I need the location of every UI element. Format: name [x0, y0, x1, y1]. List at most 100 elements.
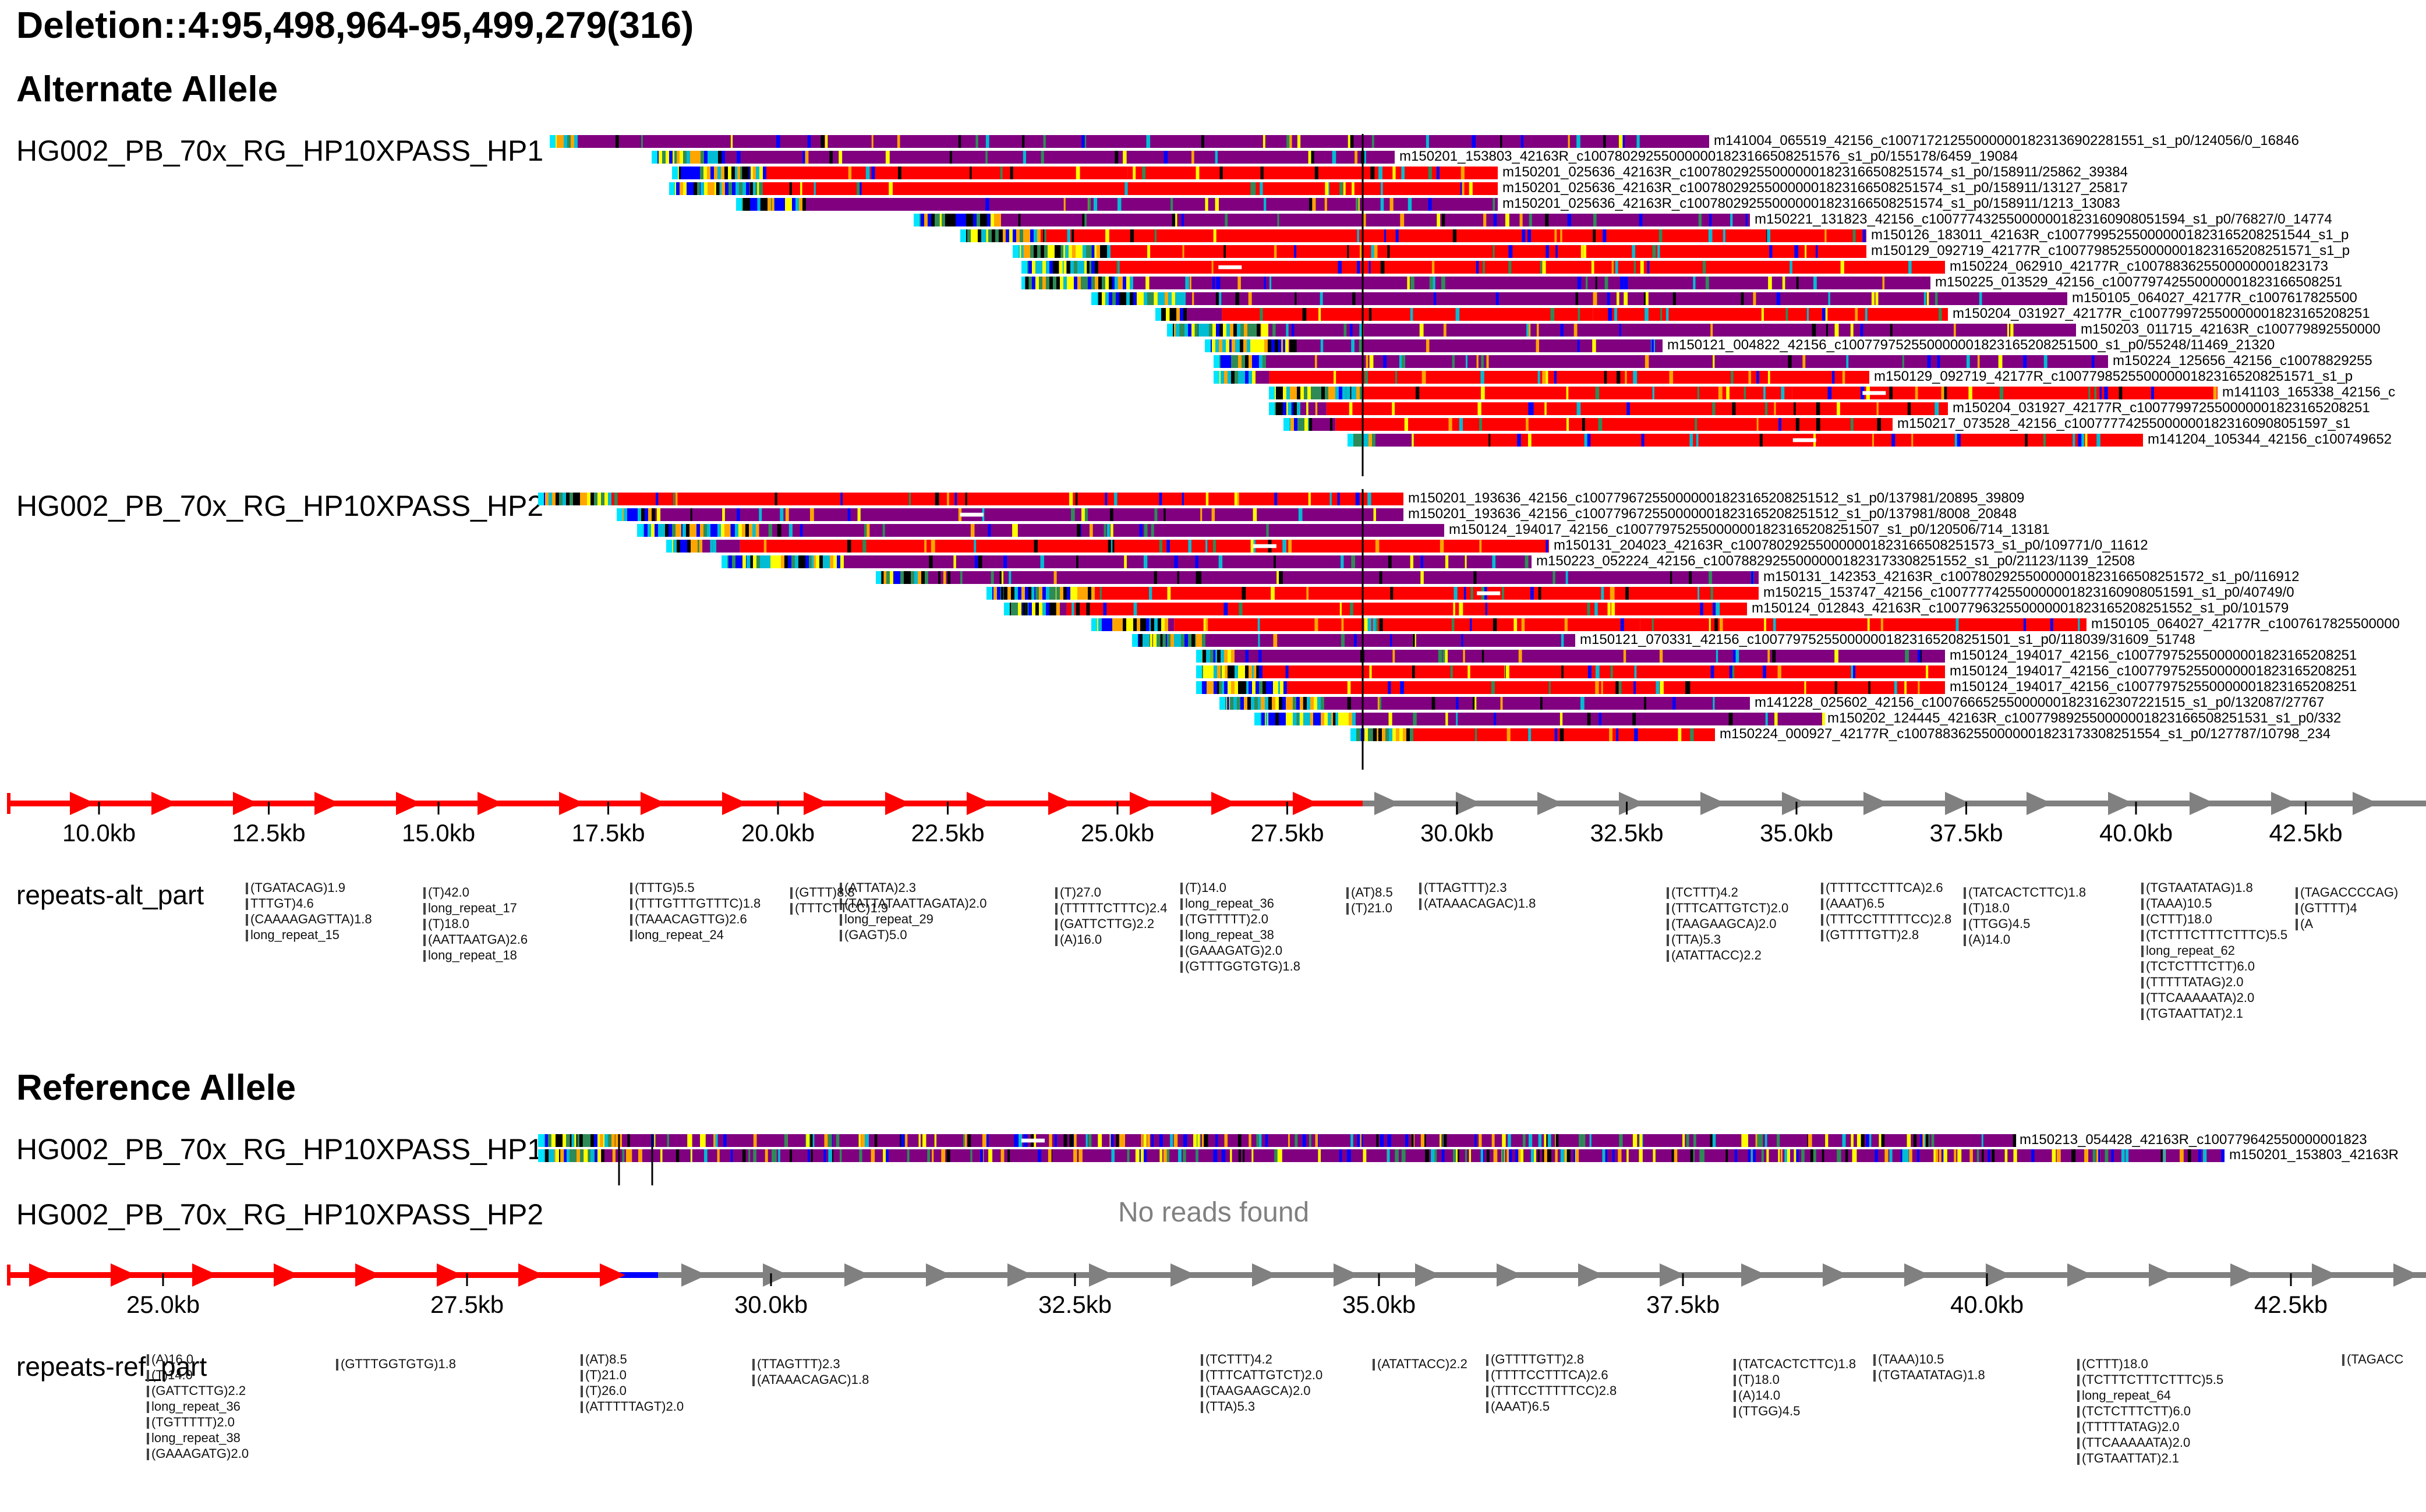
alt-hp2-read: [1196, 665, 1945, 678]
alt-hp1-read-name: m150129_092719_42177R_c10077985255000000…: [1871, 243, 2350, 259]
alt-repeat-label: (GTTT)8.8: [795, 885, 855, 900]
alt-hp2-read-name: m150201_193636_42156_c100779672550000001…: [1408, 490, 2025, 506]
alt-repeat-label: (AT)8.5: [1351, 885, 1393, 900]
alt-hp2-label: HG002_PB_70x_RG_HP10XPASS_HP2: [16, 490, 544, 522]
ref-tick-label: 32.5kb: [1038, 1291, 1112, 1318]
alt-hp1-read-name: m150217_073528_42156_c100777742550000001…: [1897, 416, 2351, 431]
alt-repeat-label: (TTA)5.3: [1671, 932, 1721, 947]
alt-repeat-label: (A: [2300, 916, 2313, 931]
ref-repeat-label: (TGTAATATAG)1.8: [1878, 1368, 1985, 1382]
alt-repeat-label: (TTTCATTGTCT)2.0: [1671, 901, 1789, 915]
alt-tick-label: 32.5kb: [1590, 819, 1664, 847]
alt-hp2-read-name: m150131_142353_42163R_c10078029255000000…: [1763, 569, 2300, 585]
alt-repeat-label: (TTGG)4.5: [1968, 916, 2031, 931]
ref-hp2-label: HG002_PB_70x_RG_HP10XPASS_HP2: [16, 1198, 544, 1231]
alt-hp2-read-name: m150105_064027_42177R_c1007617825500000: [2091, 616, 2400, 632]
alt-hp2-read-name: m150215_153747_42156_c100777742550000001…: [1763, 585, 2294, 600]
alt-repeat-label: (TCTCTTTCTT)6.0: [2146, 959, 2255, 973]
ref-repeat-label: (TATCACTCTTC)1.8: [1738, 1357, 1856, 1371]
alt-repeat-label: (GTTTGGTGTG)1.8: [1185, 959, 1300, 973]
alt-repeat-label: (GTTTTGTT)2.8: [1826, 927, 1919, 942]
alt-hp1-read: [1155, 308, 1948, 321]
alt-hp1-read-name: m150201_025636_42163R_c10078029255000000…: [1502, 196, 2120, 211]
ref-repeat-label: (GAAAGATG)2.0: [151, 1446, 249, 1461]
alt-repeat-label: (TGTAATATAG)1.8: [2146, 880, 2253, 895]
alt-hp1-read: [1214, 355, 2108, 368]
alt-repeat-label: (GATTCTTG)2.2: [1060, 916, 1155, 931]
ref-repeat-label: (CTTT)18.0: [2082, 1357, 2148, 1371]
alt-repeat-label: (T)18.0: [428, 916, 469, 931]
alt-hp2-read: [876, 571, 1759, 584]
alt-repeat-label: long_repeat_36: [1185, 896, 1274, 911]
ref-repeat-label: (TAGACC: [2347, 1352, 2404, 1366]
alt-repeat-label: (T)27.0: [1060, 885, 1101, 900]
alt-hp2-read: [1196, 681, 1945, 694]
alt-hp2-read: [1219, 697, 1750, 710]
alt-hp1-read: [1269, 387, 2218, 399]
alt-hp1-read-name: m141204_105344_42156_c100749652: [2148, 431, 2392, 447]
ref-repeat-label: (TTTCCTTTTTCC)2.8: [1491, 1383, 1617, 1398]
ref-repeat-label: (A)14.0: [1738, 1388, 1781, 1403]
ref-tick-label: 27.5kb: [430, 1291, 504, 1318]
alt-hp2-read-name: m150223_052224_42156_c100788292550000001…: [1536, 553, 2135, 569]
alt-repeat-label: (TTTG)5.5: [635, 880, 695, 895]
ref-tick-label: 42.5kb: [2254, 1291, 2328, 1318]
ref-repeat-label: (TTA)5.3: [1205, 1399, 1256, 1414]
alt-hp2-read-name: m150224_000927_42177R_c10078836255000000…: [1720, 726, 2331, 742]
alt-hp2-read-name: m150124_194017_42156_c100779752550000001…: [1950, 663, 2357, 679]
alt-hp1-read: [1269, 402, 1948, 415]
alt-repeats-label: repeats-alt_part: [16, 880, 204, 910]
alt-hp1-label: HG002_PB_70x_RG_HP10XPASS_HP1: [16, 134, 544, 167]
alt-hp2-read: [1132, 634, 1575, 647]
alt-hp1-read: [1283, 418, 1893, 431]
alt-feature-track: [7, 792, 2426, 815]
alt-hp2-read-name: m141228_025602_42156_c100766652550000001…: [1755, 695, 2325, 710]
alt-hp1-read: [1013, 245, 1866, 258]
ref-repeat-label: (ATAAACAGAC)1.8: [757, 1372, 869, 1387]
ref-repeat-label: (TTTTCCTTTCA)2.6: [1491, 1368, 1608, 1382]
alt-tick-label: 15.0kb: [401, 819, 476, 847]
alt-hp2-read: [617, 508, 1403, 521]
alt-hp1-read-name: m150221_131823_42156_c100777432550000001…: [1755, 211, 2332, 227]
alt-hp1-read: [1091, 292, 2067, 305]
alt-allele-title: Alternate Allele: [16, 69, 278, 109]
ref-repeat-label: (TCTTTCTTTCTTTC)5.5: [2082, 1372, 2224, 1387]
alt-repeat-label: long_repeat_18: [428, 948, 517, 962]
ref-repeat-label: long_repeat_38: [151, 1430, 241, 1445]
alt-hp2-read: [637, 524, 1444, 537]
alt-hp2-read: [666, 540, 1549, 553]
ref-repeat-label: (TCTTT)4.2: [1205, 1352, 1272, 1366]
ref-tick-label: 25.0kb: [126, 1291, 200, 1318]
alt-repeat-label: (ATTATA)2.3: [844, 880, 917, 895]
alt-repeat-label: (TGTTTTT)2.0: [1185, 912, 1268, 926]
alt-hp1-read-name: m150201_153803_42163R_c10078029255000000…: [1399, 148, 2018, 164]
alt-repeat-label: (ATAAACAGAC)1.8: [1424, 896, 1536, 911]
alt-tick-label: 25.0kb: [1080, 819, 1155, 847]
alt-hp1-read: [1205, 339, 1663, 352]
alt-repeat-label: long_repeat_17: [428, 901, 517, 915]
alt-hp1-read-name: m150121_004822_42156_c100779752550000001…: [1667, 337, 2275, 353]
alt-repeat-label: (A)16.0: [1060, 932, 1102, 947]
alt-repeat-label: (TTTGTTTGTTTC)1.8: [635, 896, 761, 911]
alt-repeat-label: (TCTTTCTTTCTTTC)5.5: [2146, 927, 2288, 942]
alt-hp2-read: [986, 587, 1759, 600]
alt-hp1-read: [1167, 324, 2076, 337]
alt-hp1-read-name: m150201_025636_42163R_c10078029255000000…: [1502, 164, 2128, 180]
alt-repeat-label: (TTTTCCTTTCA)2.6: [1826, 880, 1943, 895]
alt-repeat-label: (TAAACAGTTG)2.6: [635, 912, 747, 926]
ref-repeat-label: (GTTTTGTT)2.8: [1491, 1352, 1585, 1366]
alt-repeat-label: (TTAGTTT)2.3: [1424, 880, 1507, 895]
alt-repeat-label: (TGTAATTAT)2.1: [2146, 1006, 2244, 1021]
alt-hp1-read: [914, 214, 1750, 226]
ref-hp1-read: [538, 1134, 2017, 1147]
alt-repeat-label: (TAGACCCCAG): [2300, 885, 2399, 900]
alt-hp1-read-name: m150105_064027_42177R_c1007617825500: [2072, 290, 2357, 306]
alt-repeat-label: (TATTATAATTAGATA)2.0: [844, 896, 987, 911]
ref-tick-label: 35.0kb: [1342, 1291, 1416, 1318]
alt-repeat-label: long_repeat_24: [635, 927, 724, 942]
alt-repeat-label: (GTTTT)4: [2300, 901, 2357, 915]
alt-repeat-label: (TATCACTCTTC)1.8: [1968, 885, 2086, 900]
ref-repeat-label: (TTGG)4.5: [1738, 1404, 1801, 1418]
alt-hp1-read: [960, 229, 1866, 242]
alt-repeat-label: (TTCAAAAATA)2.0: [2146, 990, 2255, 1005]
